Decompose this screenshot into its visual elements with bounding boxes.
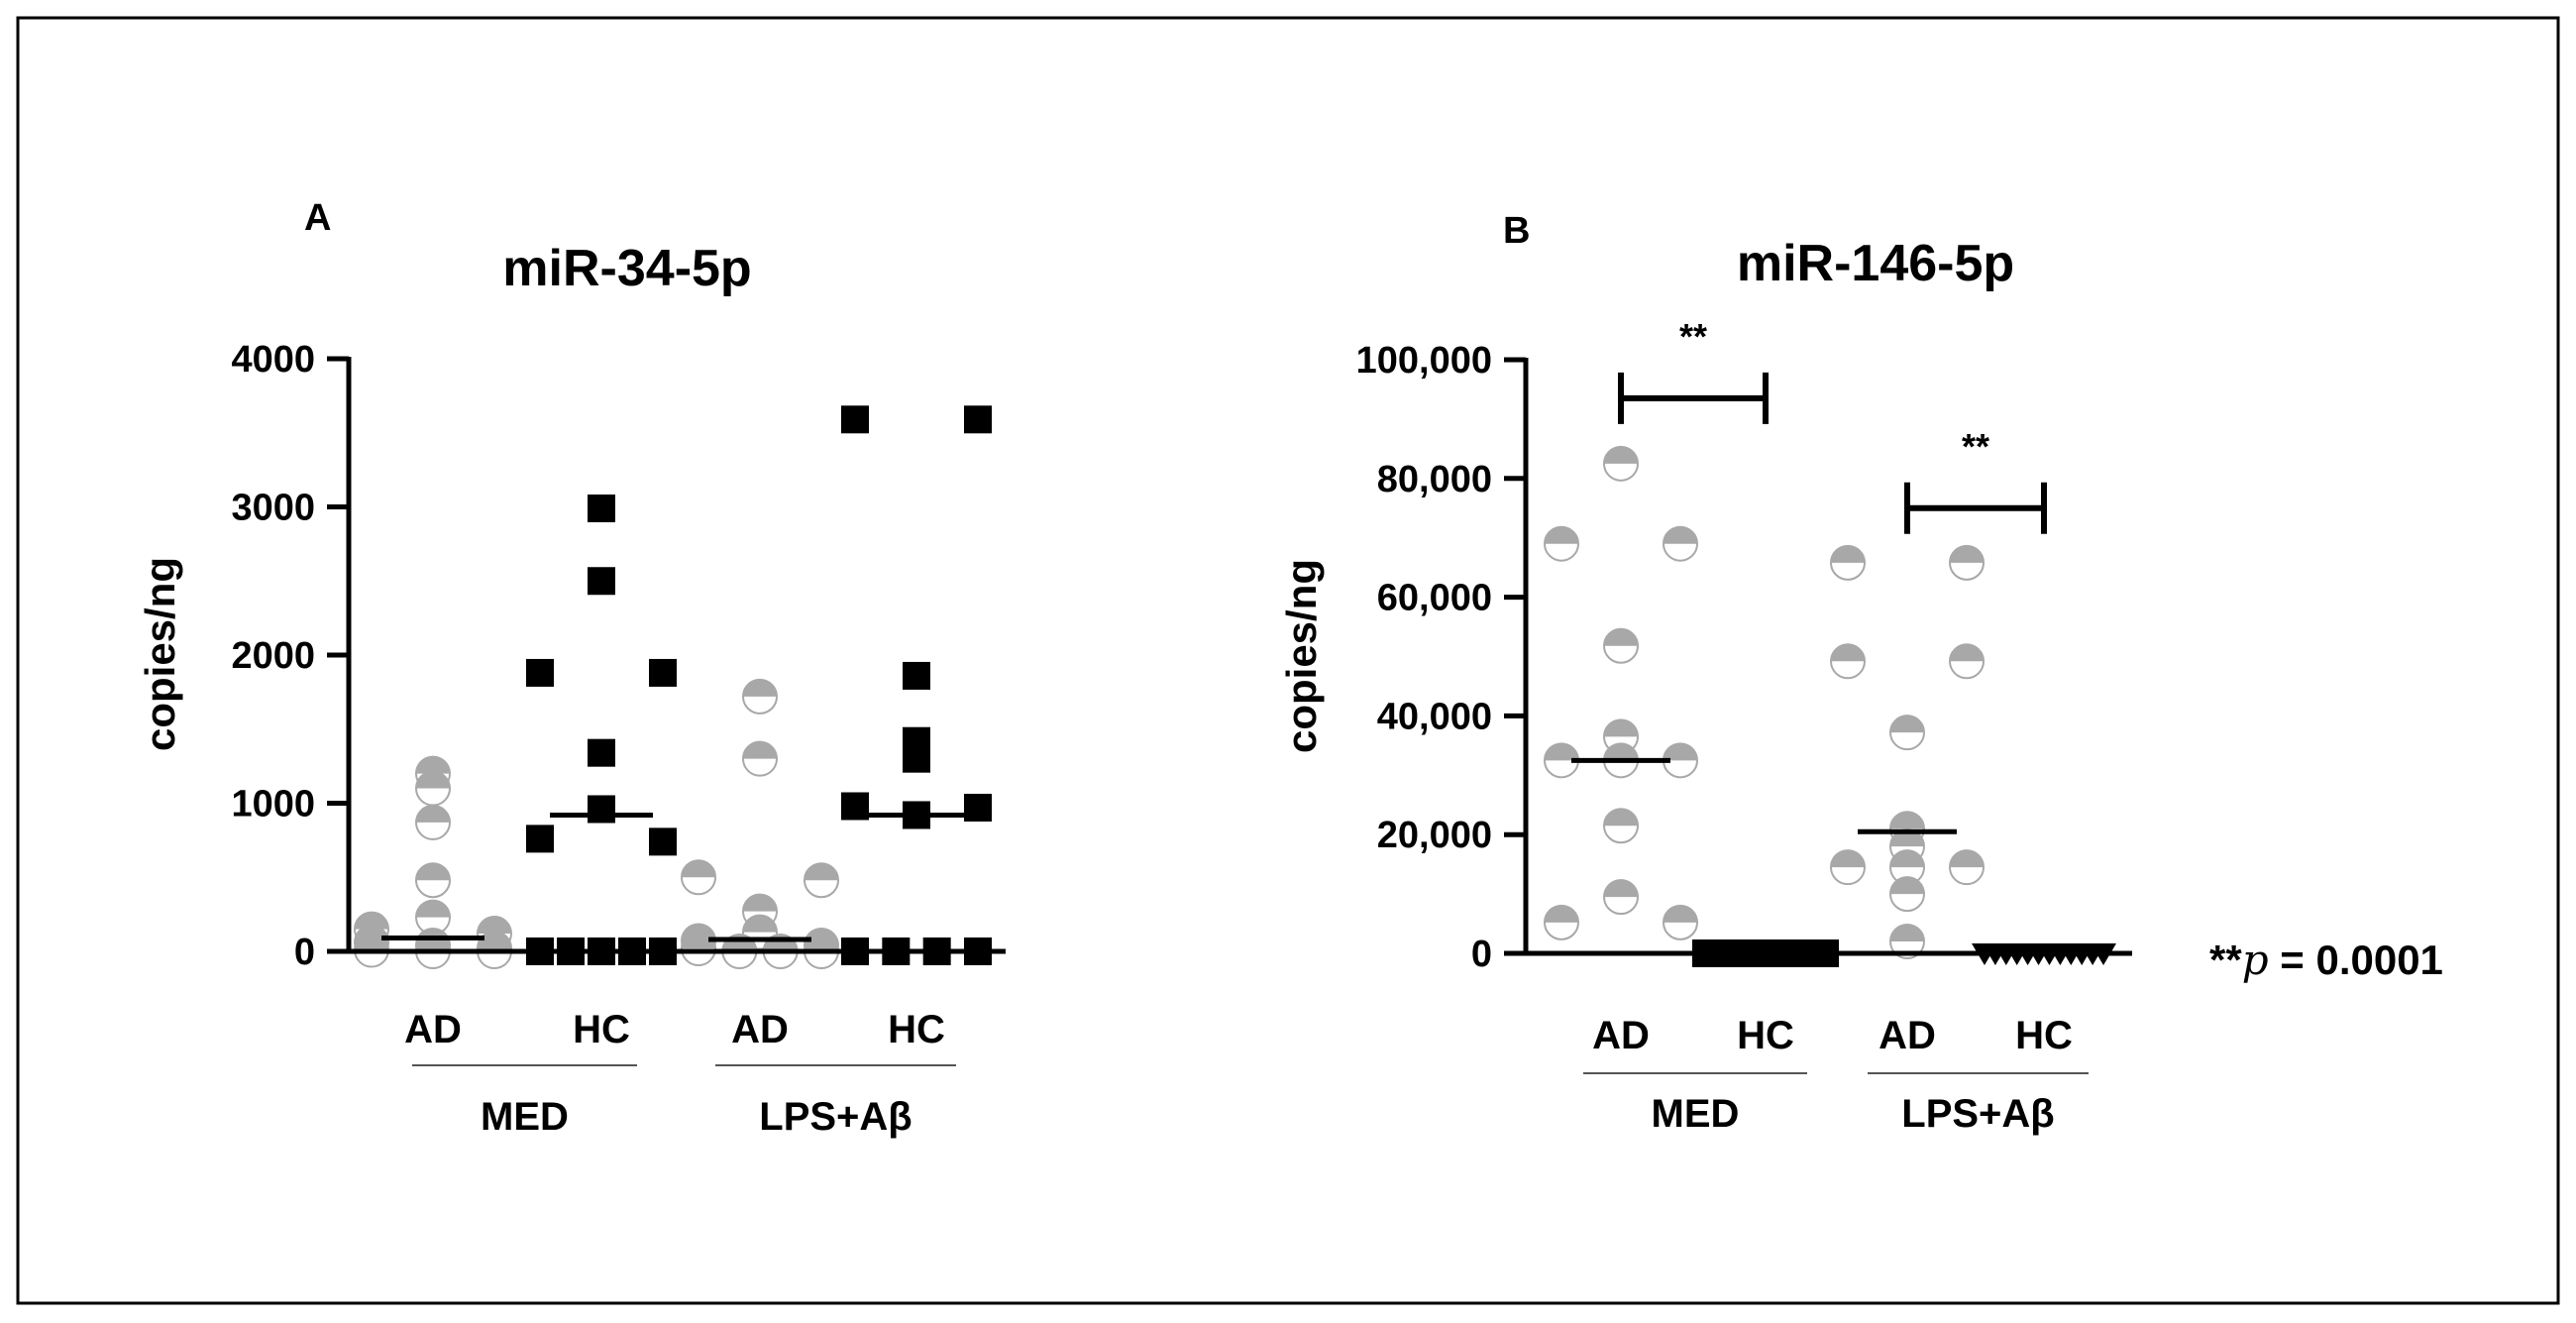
data-point bbox=[841, 792, 869, 821]
data-point bbox=[1603, 627, 1639, 664]
data-point bbox=[1949, 849, 1985, 886]
data-point bbox=[1603, 445, 1639, 482]
data-point bbox=[415, 862, 451, 899]
data-point bbox=[588, 494, 615, 522]
data-point bbox=[649, 658, 677, 687]
data-point bbox=[1544, 525, 1579, 562]
data-point bbox=[415, 804, 451, 840]
group-label: LPS+Aβ bbox=[759, 1095, 912, 1139]
data-point bbox=[1830, 849, 1866, 886]
panel-b-y-ticks: 0 20,000 40,000 60,000 80,000 100,000 bbox=[1356, 340, 1526, 975]
p-value-symbol: p bbox=[2242, 936, 2269, 984]
data-point bbox=[526, 658, 554, 687]
panel-a-points bbox=[354, 405, 992, 969]
data-point bbox=[903, 661, 930, 690]
category-label: HC bbox=[1737, 1014, 1794, 1057]
data-point bbox=[681, 931, 716, 967]
category-label: HC bbox=[2015, 1014, 2073, 1057]
data-point bbox=[804, 862, 839, 899]
data-point bbox=[903, 744, 930, 773]
data-point bbox=[1889, 924, 1925, 960]
significance-label: ** bbox=[1962, 426, 1989, 467]
data-point bbox=[742, 740, 778, 777]
data-point bbox=[588, 567, 615, 596]
group-label: MED bbox=[1652, 1092, 1740, 1136]
panel-b-y-axis-label: copies/ng bbox=[1278, 559, 1325, 753]
data-point bbox=[1544, 904, 1579, 940]
group-label: MED bbox=[481, 1095, 569, 1139]
panel-a-medians bbox=[381, 812, 968, 942]
data-point bbox=[1830, 643, 1866, 680]
panel-a-title: miR-34-5p bbox=[502, 240, 751, 297]
data-point bbox=[1603, 808, 1639, 844]
panel-b-group-labels: MED LPS+Aβ bbox=[1583, 1072, 2089, 1136]
data-point bbox=[588, 738, 615, 767]
panel-a-letter: A bbox=[304, 197, 331, 239]
category-label: AD bbox=[1878, 1014, 1936, 1057]
data-point bbox=[649, 827, 677, 856]
data-point bbox=[1889, 849, 1925, 886]
y-tick-label: 100,000 bbox=[1356, 340, 1492, 382]
data-point bbox=[1889, 876, 1925, 913]
panel-b-title: miR-146-5p bbox=[1737, 235, 2014, 292]
y-tick-label: 40,000 bbox=[1377, 696, 1492, 737]
y-tick-label: 20,000 bbox=[1377, 815, 1492, 856]
p-value-text: = 0.0001 bbox=[2269, 937, 2443, 983]
y-tick-label: 0 bbox=[294, 932, 315, 973]
data-point bbox=[526, 825, 554, 853]
panel-a: A miR-34-5p copies/ng 01000200030004000 … bbox=[137, 197, 1006, 1139]
panel-b-significance: ** ** bbox=[1618, 316, 2047, 534]
data-point bbox=[1663, 904, 1698, 940]
panel-a-category-labels: AD HC AD HC bbox=[404, 1008, 945, 1051]
y-tick-label: 2000 bbox=[231, 635, 315, 677]
p-value-prefix: ** bbox=[2209, 937, 2242, 983]
data-point bbox=[964, 793, 992, 822]
data-point bbox=[1830, 544, 1866, 581]
significance-label: ** bbox=[1679, 316, 1707, 357]
data-point bbox=[681, 859, 716, 896]
panel-b-category-labels: AD HC AD HC bbox=[1592, 1014, 2073, 1057]
panel-b-medians bbox=[1571, 757, 2093, 956]
data-point bbox=[964, 405, 992, 434]
significance-bracket bbox=[1618, 372, 1769, 424]
data-point bbox=[841, 405, 869, 434]
panel-b-letter: B bbox=[1503, 210, 1530, 252]
category-label: HC bbox=[888, 1008, 945, 1051]
p-value-annotation: **p = 0.0001 bbox=[2209, 936, 2443, 984]
category-label: AD bbox=[731, 1008, 789, 1051]
y-tick-label: 4000 bbox=[231, 339, 315, 381]
figure-border bbox=[16, 16, 2560, 1305]
data-point bbox=[1889, 715, 1925, 751]
panel-a-y-ticks: 0 1000 2000 3000 4000 bbox=[231, 339, 349, 973]
y-tick-label: 0 bbox=[1471, 934, 1492, 975]
data-point bbox=[1603, 879, 1639, 916]
y-tick-label: 3000 bbox=[231, 488, 315, 529]
panel-b: B miR-146-5p copies/ng 0 20,000 40,000 60,0… bbox=[1278, 210, 2443, 1136]
panel-a-group-labels: MED LPS+Aβ bbox=[412, 1064, 956, 1139]
category-label: AD bbox=[404, 1008, 462, 1051]
y-tick-label: 1000 bbox=[231, 784, 315, 826]
data-point bbox=[1949, 544, 1985, 581]
y-tick-label: 80,000 bbox=[1377, 459, 1492, 500]
data-point bbox=[1663, 525, 1698, 562]
category-label: HC bbox=[573, 1008, 630, 1051]
data-point bbox=[1949, 643, 1985, 680]
group-label: LPS+Aβ bbox=[1901, 1092, 2054, 1136]
data-point bbox=[588, 795, 615, 824]
panel-b-points bbox=[1544, 445, 2116, 967]
data-point bbox=[415, 770, 451, 807]
category-label: AD bbox=[1592, 1014, 1650, 1057]
panel-a-y-axis-label: copies/ng bbox=[137, 557, 183, 751]
y-tick-label: 60,000 bbox=[1377, 578, 1492, 619]
significance-bracket bbox=[1904, 482, 2047, 534]
data-point bbox=[742, 678, 778, 715]
